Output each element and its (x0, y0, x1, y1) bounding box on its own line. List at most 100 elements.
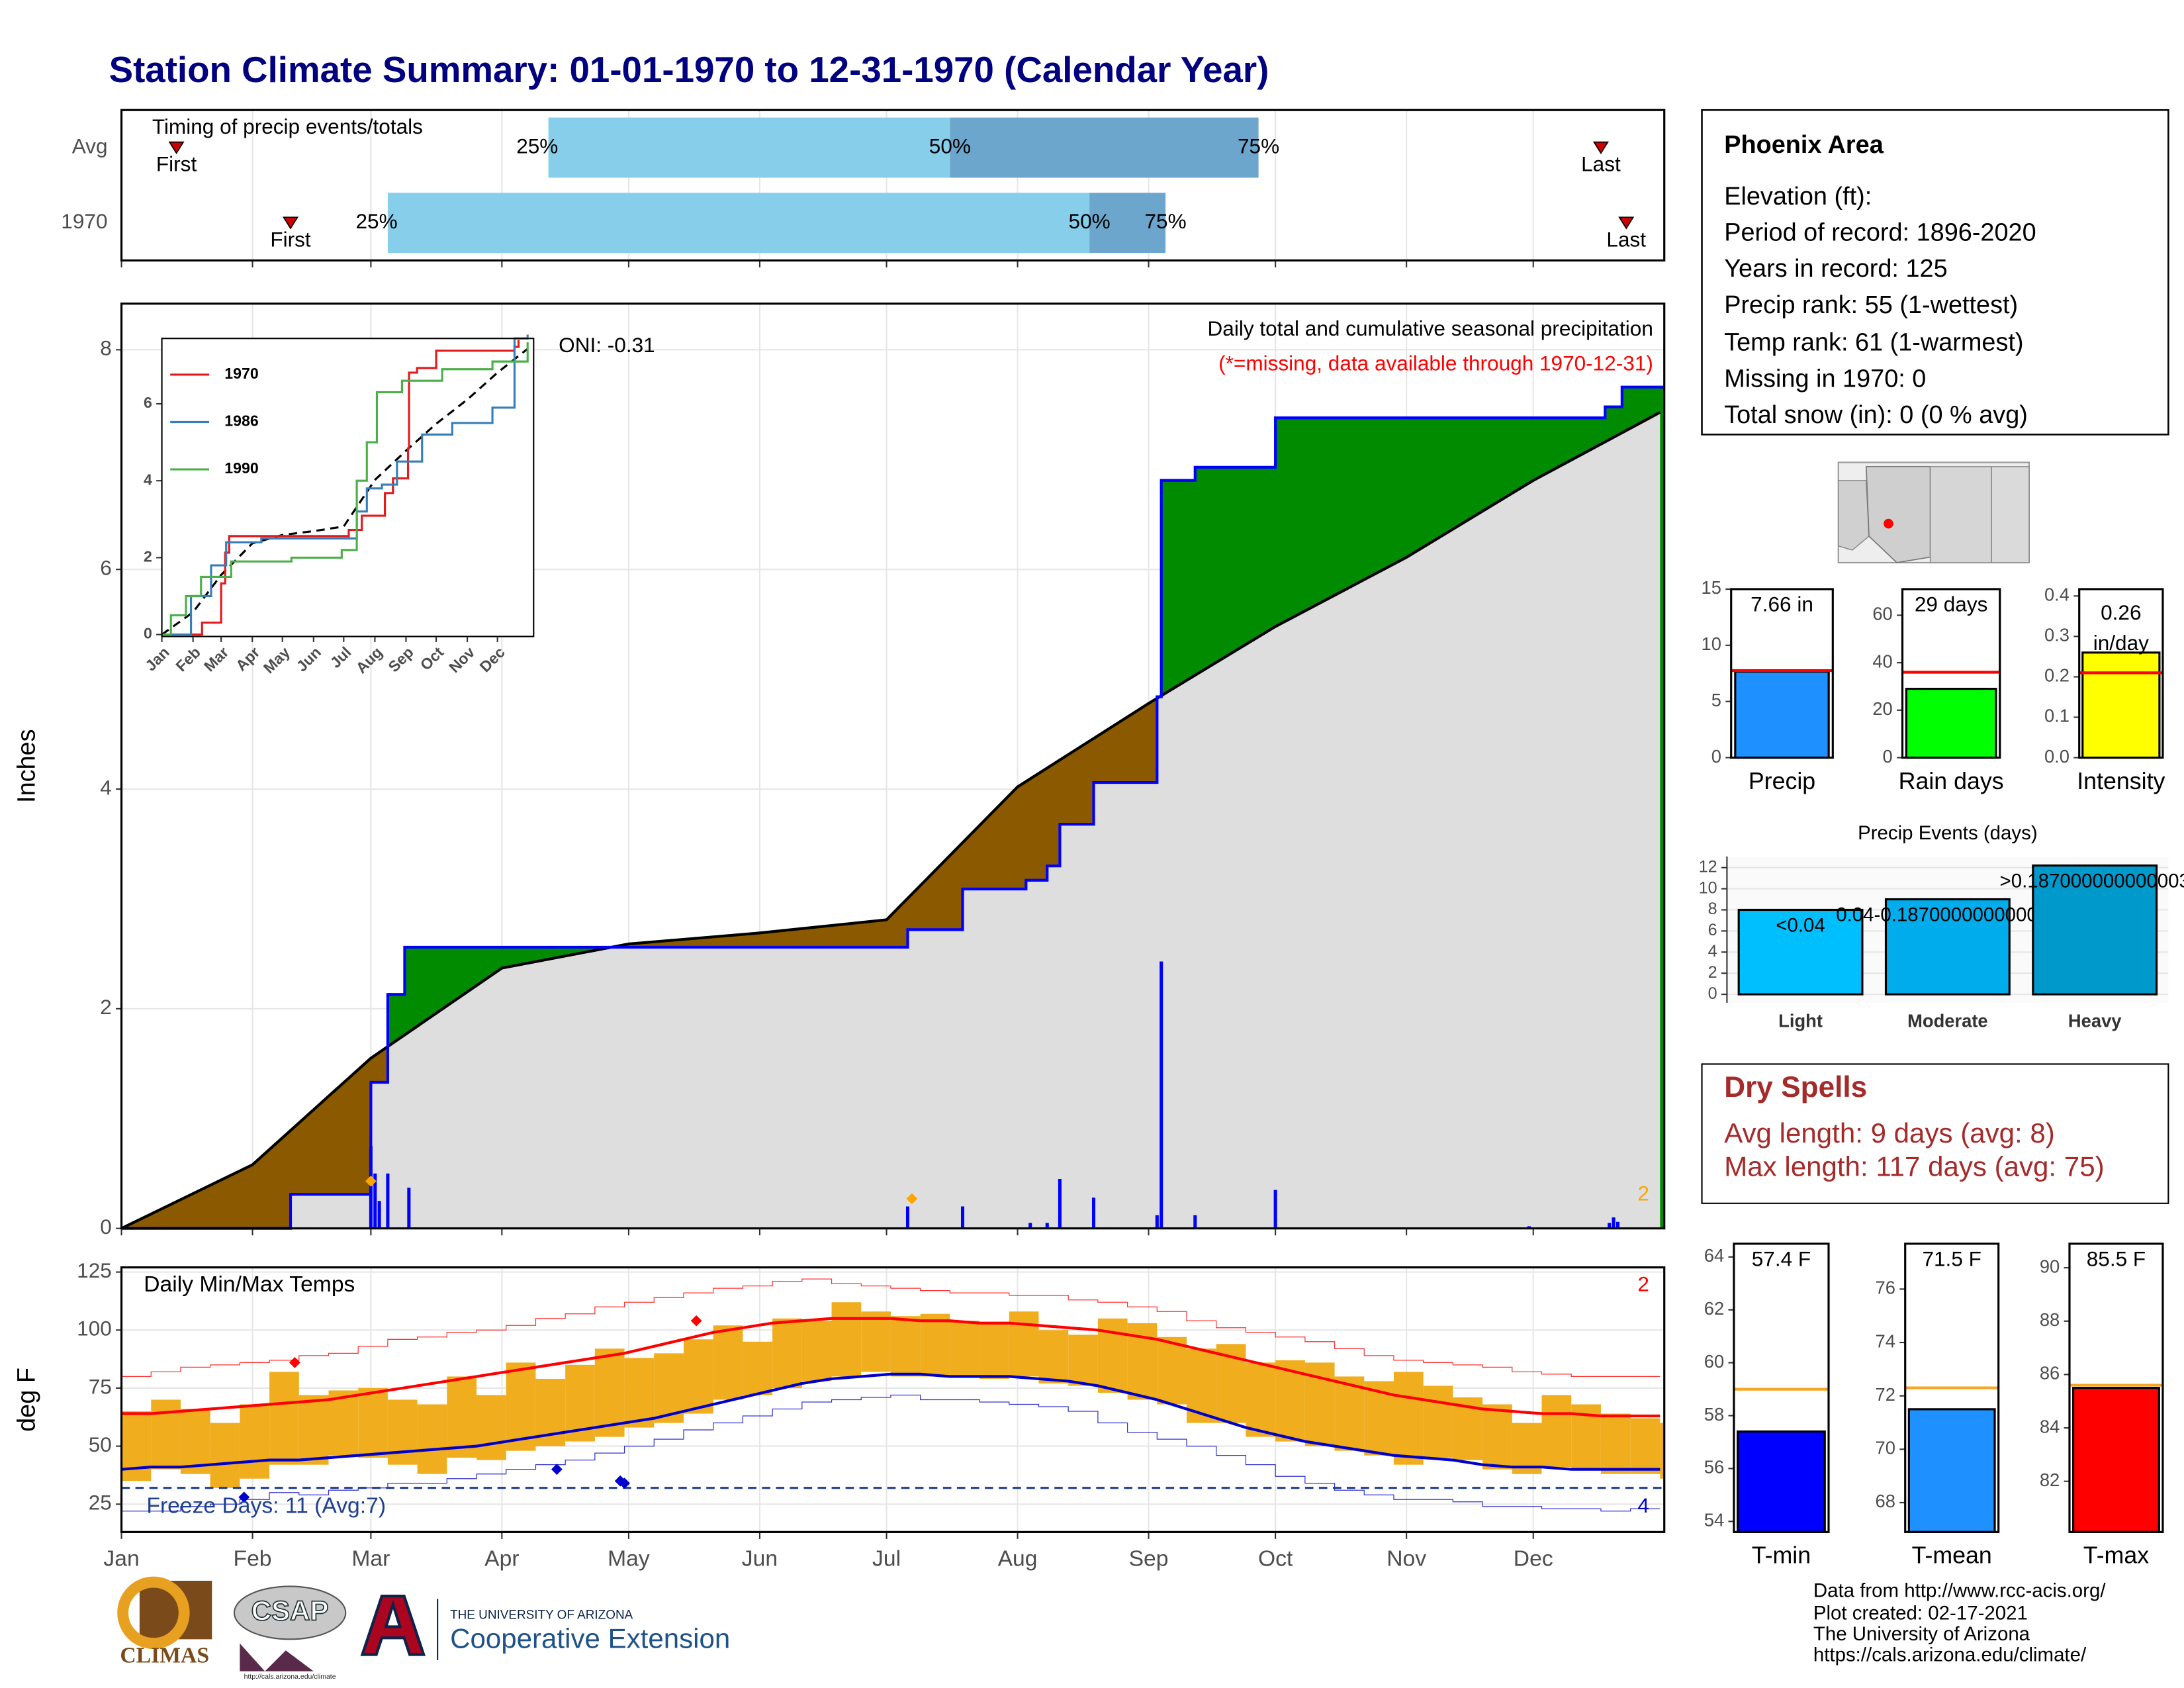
daily-bar (1615, 1221, 1619, 1229)
bar (2032, 864, 2158, 996)
daily-bar (1608, 1223, 1612, 1229)
quartile-label: 50% (1069, 209, 1111, 233)
temp-range (387, 1399, 418, 1465)
bar (1737, 908, 1864, 996)
temp-plot (121, 1278, 1664, 1512)
temp-range (1246, 1362, 1276, 1437)
category-label: Precip (1749, 768, 1815, 794)
last-label: Last (1606, 227, 1646, 251)
temp-range (713, 1325, 743, 1400)
temp-range (624, 1358, 655, 1428)
y-tick-label: 25 (89, 1491, 112, 1515)
daily-bar (377, 1201, 381, 1229)
category-label: Moderate (1907, 1011, 1988, 1031)
info-box: Phoenix Area Elevation (ft): Period of r… (1701, 109, 2169, 436)
temp-range (1423, 1385, 1453, 1458)
y-tick-label: 8 (100, 336, 112, 360)
map-state (1865, 465, 1931, 563)
y-tick-label: 90 (2040, 1256, 2060, 1276)
y-tick-label: 0 (144, 625, 152, 642)
temp-range (417, 1404, 447, 1474)
timing-bar-lower (548, 117, 950, 178)
info-line: Total snow (in): 0 (0 % avg) (1724, 401, 2028, 429)
chart-subtitle: (*=missing, data available through 1970-… (1218, 352, 1653, 375)
extension-text: Cooperative Extension (450, 1623, 730, 1654)
bar (1884, 898, 2011, 996)
y-tick-label: 10 (1699, 878, 1717, 897)
highlight-point (906, 1193, 918, 1205)
temp-range (210, 1423, 240, 1488)
dry-line: Avg length: 9 days (avg: 8) (1724, 1117, 2055, 1149)
x-tick-label: Mar (351, 1546, 390, 1571)
record-line (121, 1278, 1661, 1378)
temp-range (447, 1376, 477, 1458)
y-tick-label: 75 (89, 1374, 112, 1398)
temp-range (358, 1387, 388, 1458)
credit-line: The University of Arizona (1813, 1623, 2030, 1645)
temp-range (979, 1323, 1009, 1379)
y-tick-label: 0 (100, 1215, 112, 1239)
normal-line (121, 1372, 1661, 1471)
normal-line (121, 1317, 1661, 1418)
panel-frame (2068, 1243, 2164, 1533)
y-tick-label: 0.4 (2044, 585, 2070, 605)
category-label: Rain days (1899, 768, 2004, 794)
y-tick-label: 0.3 (2044, 625, 2070, 645)
timing-bar-lower (387, 193, 1090, 254)
quartile-label: 50% (929, 134, 971, 158)
temp-range (1541, 1395, 1572, 1468)
x-tick-label: Dec (1514, 1546, 1553, 1571)
temp-range (1600, 1413, 1631, 1474)
station-dot (1884, 518, 1893, 529)
daily-bar (1273, 1190, 1277, 1229)
ua-text: THE UNIVERSITY OF ARIZONA (450, 1609, 633, 1622)
first-label: First (270, 227, 311, 251)
chart-title: Daily Min/Max Temps (144, 1272, 355, 1297)
y-tick-label: 5 (1711, 690, 1721, 710)
temp-range (831, 1302, 862, 1377)
temp-range (328, 1390, 359, 1456)
climas-text: CLIMAS (120, 1643, 209, 1667)
y-tick-label: 4 (144, 471, 152, 488)
y-tick-label: 6 (100, 556, 112, 580)
y-tick-label: 72 (1876, 1384, 1895, 1405)
temp-range (1660, 1423, 1664, 1479)
y-tick-label: 70 (1876, 1438, 1895, 1458)
panel-frame (120, 109, 1666, 262)
y-tick-label: 100 (77, 1317, 112, 1340)
daily-bar (960, 1206, 965, 1229)
bin-label: 0.04-0.187000000000003 (1836, 904, 2059, 926)
quartile-label: 25% (516, 134, 558, 158)
low-count: 4 (1637, 1493, 1649, 1517)
y-tick-label: 6 (144, 394, 152, 411)
dry-title: Dry Spells (1724, 1071, 1867, 1103)
temp-range (950, 1321, 980, 1377)
quartile-label: 25% (356, 209, 398, 233)
csap-mountain (240, 1643, 314, 1671)
daily-bar (1193, 1215, 1197, 1229)
y-tick-label: 4 (1708, 942, 1717, 961)
daily-bar (1155, 1215, 1159, 1229)
y-tick-label: 2 (1708, 963, 1717, 982)
info-line: Missing in 1970: 0 (1724, 365, 1926, 393)
legend-label: 1986 (224, 412, 259, 430)
daily-bar (1527, 1226, 1531, 1229)
legend-label: 1970 (224, 365, 258, 382)
temp-range (477, 1395, 506, 1460)
y-tick-label: 60 (1872, 604, 1892, 624)
dry-frame (1701, 1063, 2169, 1204)
panel-frame (161, 338, 535, 637)
temp-range (269, 1372, 299, 1465)
daily-bar (373, 1173, 377, 1229)
chart-title: Precip Events (days) (1858, 822, 2038, 844)
value-label: 71.5 F (1922, 1246, 1981, 1270)
bin-label: <0.04 (1776, 915, 1825, 937)
timing-title: Timing of precip events/totals (152, 115, 423, 138)
y-tick-label: 62 (1704, 1298, 1724, 1319)
y-tick-label: 2 (100, 995, 112, 1019)
dry-line: Max length: 117 days (avg: 75) (1724, 1150, 2104, 1182)
panel-background (161, 338, 534, 637)
temp-range (151, 1399, 181, 1470)
y-tick-label: 76 (1876, 1278, 1895, 1298)
y-tick-label: 56 (1704, 1457, 1724, 1477)
